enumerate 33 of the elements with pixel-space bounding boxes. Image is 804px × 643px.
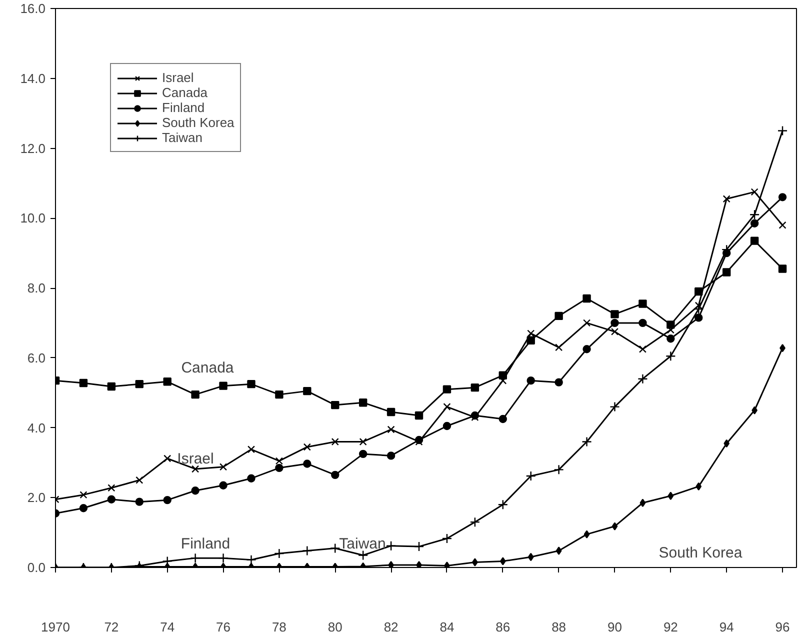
x-tick-label: 90 [608, 620, 622, 634]
x-tick-label: 96 [775, 620, 790, 634]
x-tick-label: 76 [216, 620, 231, 634]
y-tick-label: 6.0 [27, 350, 46, 366]
legend-label: Taiwan [162, 130, 202, 145]
y-tick-label: 0.0 [27, 560, 46, 575]
y-tick-label: 16.0 [20, 1, 46, 16]
y-tick-label: 2.0 [27, 490, 46, 506]
legend-label: South Korea [162, 115, 234, 130]
x-tick-label: 88 [552, 620, 566, 634]
x-tick-label: 74 [160, 620, 175, 634]
legend-label: Finland [162, 100, 205, 115]
y-tick-label: 4.0 [27, 420, 46, 436]
x-tick-label: 78 [272, 620, 286, 634]
x-tick-label: 84 [440, 620, 454, 634]
x-tick-label: 72 [104, 620, 119, 634]
legend-label: Canada [162, 85, 208, 100]
x-tick-label: 1970 [41, 620, 70, 634]
y-tick-label: 8.0 [27, 280, 46, 296]
x-tick-label: 92 [663, 620, 678, 634]
annotation: Finland [180, 536, 230, 552]
annotation: Israel [177, 450, 214, 468]
y-tick-label: 12.0 [20, 140, 46, 156]
y-tick-label: 14.0 [20, 70, 46, 86]
annotation: Taiwan [339, 536, 386, 552]
x-tick-label: 94 [719, 620, 734, 634]
x-tick-label: 80 [328, 620, 342, 634]
annotation: South Korea [658, 544, 743, 562]
annotation: Canada [181, 360, 234, 376]
legend-label: Israel [162, 70, 194, 85]
x-tick-label: 82 [384, 620, 398, 634]
y-tick-label: 10.0 [20, 210, 46, 226]
x-tick-label: 86 [496, 620, 510, 634]
